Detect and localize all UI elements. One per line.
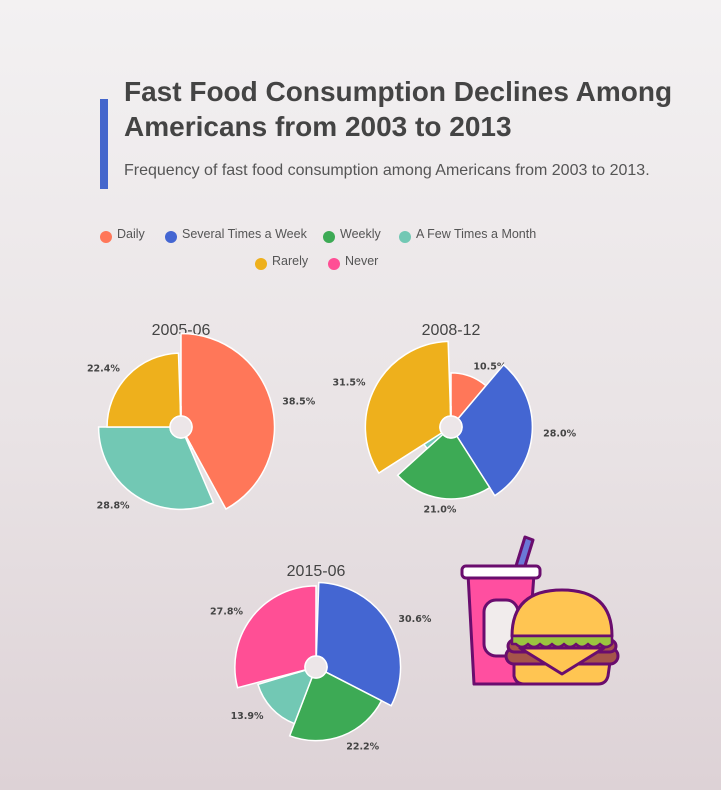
title-accent-bar (100, 99, 108, 189)
legend-label: A Few Times a Month (416, 227, 536, 241)
pie-slice-never[interactable] (179, 405, 182, 417)
pie-center-hole (439, 415, 463, 439)
pie-slice-never[interactable] (449, 405, 452, 417)
data-label: 28.8% (97, 500, 130, 511)
data-label: 22.4% (87, 363, 120, 374)
legend: Daily Several Times a Week Weekly A Few Tim… (100, 227, 536, 270)
legend-label: Weekly (340, 227, 382, 241)
fast-food-icon (460, 535, 620, 686)
legend-marker (328, 258, 340, 270)
data-label: 27.8% (210, 606, 243, 617)
legend-marker (255, 258, 267, 270)
data-label: 21.0% (423, 505, 456, 516)
pie-title: 2015-06 (287, 563, 346, 580)
data-label: 13.9% (231, 711, 264, 722)
legend-label: Several Times a Week (182, 227, 308, 241)
legend-item-weekly[interactable]: Weekly (323, 227, 382, 243)
legend-label: Daily (117, 227, 146, 241)
chart-title: Fast Food Consumption Declines Among Ame… (124, 76, 673, 142)
legend-item-rarely[interactable]: Rarely (255, 254, 309, 270)
pie-charts: 2005-0638.5%28.8%22.4%2008-1210.5%28.0%2… (87, 322, 577, 753)
data-label: 22.2% (346, 742, 379, 753)
legend-item-several-times-a-week[interactable]: Several Times a Week (165, 227, 308, 243)
legend-label: Never (345, 254, 378, 268)
data-label: 31.5% (333, 377, 366, 388)
pie-title: 2008-12 (422, 322, 481, 339)
data-label: 38.5% (282, 397, 315, 408)
data-label: 10.5% (473, 361, 506, 372)
legend-label: Rarely (272, 254, 309, 268)
pie-center-hole (304, 655, 328, 679)
chart-subtitle: Frequency of fast food consumption among… (124, 162, 650, 179)
legend-marker (399, 231, 411, 243)
legend-marker (323, 231, 335, 243)
pie-chart-2015-06: 2015-06 30.6% 22.2% 13.9% 27.8% (210, 563, 432, 753)
data-label: 30.6% (398, 614, 431, 625)
legend-item-never[interactable]: Never (328, 254, 378, 270)
legend-item-daily[interactable]: Daily (100, 227, 146, 243)
pie-center-hole (169, 415, 193, 439)
data-label: 28.0% (543, 429, 576, 440)
legend-marker (100, 231, 112, 243)
pie-chart-2008-12: 2008-12 10.5% 28.0% 21.0% 31.5% (333, 322, 577, 516)
legend-item-a-few-times-a-month[interactable]: A Few Times a Month (399, 227, 536, 243)
legend-marker (165, 231, 177, 243)
